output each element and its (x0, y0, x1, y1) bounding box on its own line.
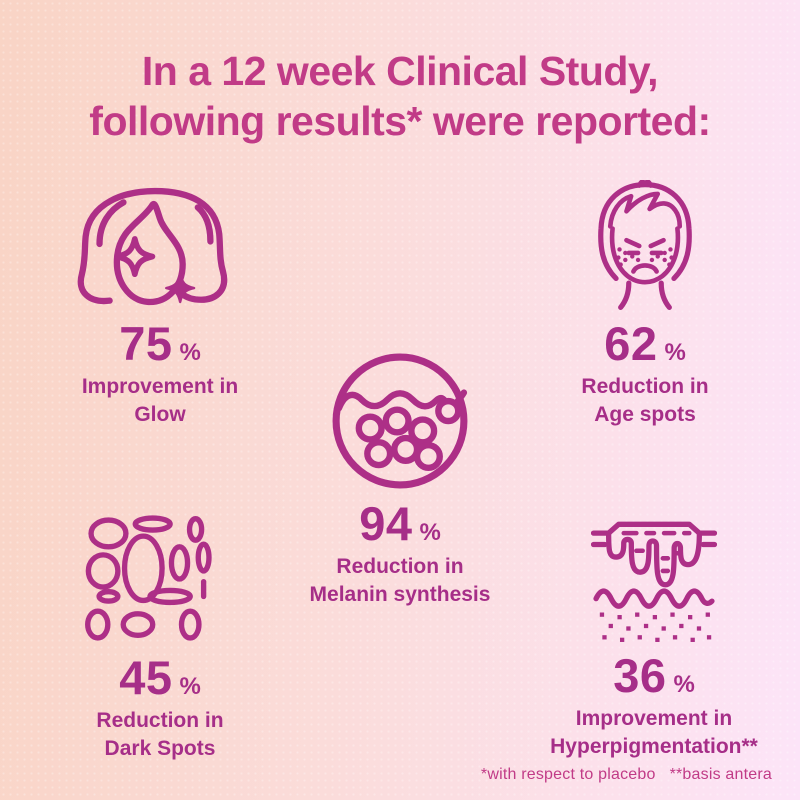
footnote-placebo: *with respect to placebo (480, 766, 656, 783)
stat-value: 62 (604, 317, 658, 370)
stat-value: 94 (359, 497, 413, 550)
stat-label-line-1: Improvement in (575, 707, 733, 730)
stat-label-line-2: Melanin synthesis (309, 582, 491, 606)
stat-label-line-2: Age spots (594, 402, 696, 426)
stat-label: Improvement in Glow (82, 373, 238, 428)
stat-block-melanin: 94 % Reduction in Melanin synthesis (280, 350, 520, 608)
stat-number: 45 % (119, 650, 201, 705)
footnote: *with respect to placebo **basis antera (481, 766, 772, 784)
footnote-basis: **basis antera (669, 766, 772, 783)
stat-label-line-2: Dark Spots (104, 736, 216, 760)
melanin-cells-icon (329, 350, 471, 492)
stat-value: 45 (119, 651, 173, 704)
face-with-spots-icon (587, 179, 703, 312)
stat-label: Reduction in Age spots (581, 373, 708, 428)
stat-label-line-1: Improvement in (81, 375, 239, 398)
title-line-1: In a 12 week Clinical Study, (141, 48, 659, 94)
stat-number: 94 % (359, 496, 441, 551)
stat-label: Reduction in Dark Spots (96, 707, 223, 762)
stat-block-dark-spots: 45 % Reduction in Dark Spots (30, 512, 290, 762)
stat-unit: % (664, 339, 686, 366)
stat-label: Improvement in Hyperpigmentation** (550, 705, 758, 760)
stat-number: 75 % (119, 316, 201, 371)
stat-block-age-spots: 62 % Reduction in Age spots (525, 179, 765, 428)
stat-block-hyperpigmentation: 36 % Improvement in Hyperpigmentation** (518, 518, 790, 760)
stat-unit: % (419, 519, 441, 546)
glowing-face-icon (69, 186, 251, 312)
stat-number: 36 % (613, 648, 695, 703)
title-line-2: following results* were reported: (89, 98, 711, 145)
stat-label-line-1: Reduction in (96, 709, 224, 732)
stat-number: 62 % (604, 316, 686, 371)
dark-spots-icon (79, 512, 213, 646)
stat-label: Reduction in Melanin synthesis (310, 553, 491, 608)
stat-label-line-1: Reduction in (336, 555, 464, 578)
stat-unit: % (179, 673, 201, 700)
stat-label-line-2: Glow (134, 402, 186, 426)
page-title: In a 12 week Clinical Study, following r… (0, 46, 800, 146)
stat-value: 36 (613, 649, 667, 702)
stat-unit: % (179, 339, 201, 366)
stat-label-line-2: Hyperpigmentation** (550, 734, 758, 758)
stat-value: 75 (119, 317, 173, 370)
stat-block-glow: 75 % Improvement in Glow (30, 186, 290, 428)
stat-unit: % (673, 671, 695, 698)
stat-label-line-1: Reduction in (581, 375, 709, 398)
skin-layers-icon (590, 518, 718, 644)
